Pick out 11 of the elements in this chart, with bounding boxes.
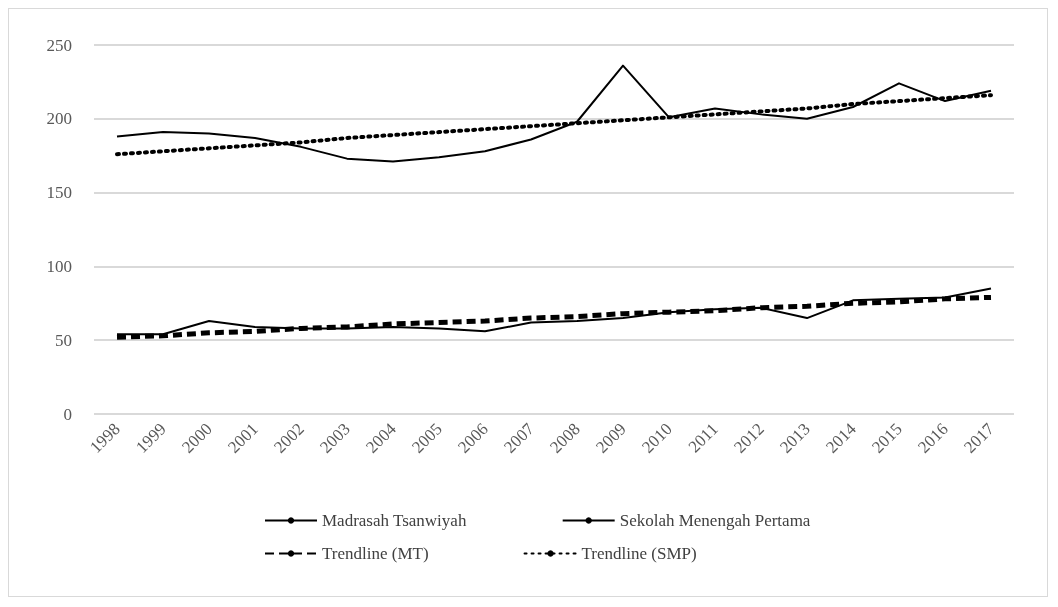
line-series [116,64,992,163]
legend-label: Trendline (SMP) [581,544,697,563]
legend-label: Trendline (MT) [322,544,429,563]
y-tick-label: 200 [46,109,72,129]
y-tick-label: 250 [46,35,72,55]
legend-label: Sekolah Menengah Pertama [619,511,811,530]
y-tick-label: 100 [46,256,72,276]
legend-label: Madrasah Tsanwiyah [322,511,467,530]
y-tick-label: 0 [63,404,72,424]
y-tick-label: 150 [46,183,72,203]
y-tick-label: 50 [55,330,72,350]
